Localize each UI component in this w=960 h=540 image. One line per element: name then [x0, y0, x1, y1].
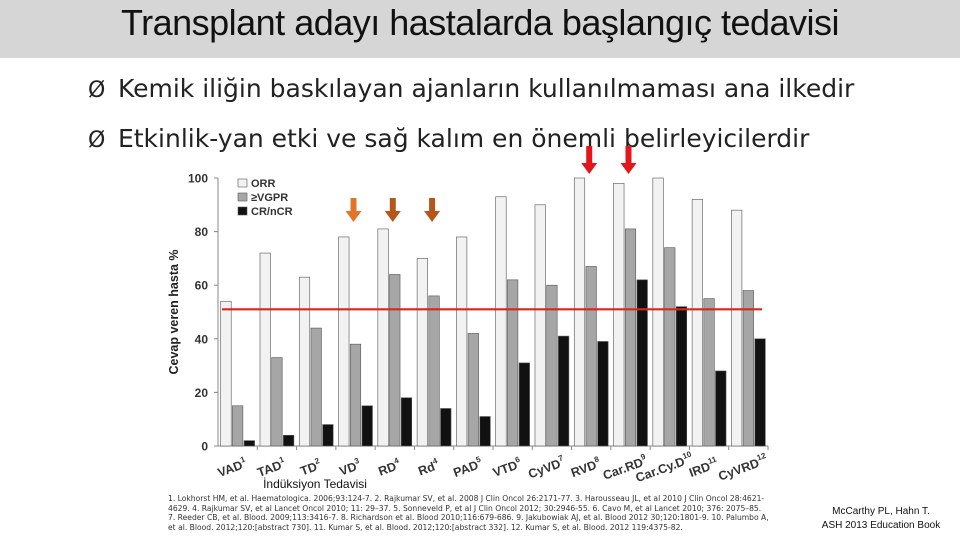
bar-crncr — [283, 434, 295, 447]
bullet-arrow-icon: Ø — [88, 128, 106, 153]
legend-label: ≥VGPR — [251, 192, 288, 204]
x-tick-label: Rd4 — [416, 456, 442, 478]
legend-swatch — [237, 206, 248, 216]
bar-orr — [613, 183, 625, 447]
y-tick-label: 100 — [188, 172, 208, 186]
bar-crncr — [322, 424, 334, 447]
x-tick-label: PAD5 — [451, 454, 485, 479]
legend-swatch — [237, 192, 248, 202]
credit-authors: McCarthy PL, Hahn T. — [832, 506, 930, 517]
bar-orr — [456, 236, 468, 447]
bar-vgpr — [310, 327, 322, 447]
credit-source: ASH 2013 Education Book — [821, 520, 941, 531]
reference-line-2: 4629. 4. Rajkumar SV, et al Lancet Oncol… — [168, 503, 762, 513]
bar-crncr — [597, 341, 609, 447]
highlight-arrow-icon — [620, 146, 637, 174]
bar-orr — [652, 177, 664, 447]
bar-crncr — [754, 338, 766, 447]
bar-orr — [338, 236, 350, 447]
x-tick-label: CyVRD12 — [716, 451, 770, 484]
bar-vgpr — [624, 228, 637, 447]
bar-vgpr — [467, 333, 479, 447]
slide-title: Transplant adayı hastalarda başlangıç te… — [120, 2, 840, 43]
bullet-1: Ø Kemik iliğin baskılayan ajanların kull… — [88, 74, 854, 103]
bar-orr — [691, 199, 703, 447]
highlight-arrow-icon — [345, 198, 362, 222]
bar-orr — [534, 204, 546, 447]
title-bar — [0, 0, 960, 58]
bar-vgpr — [664, 247, 676, 447]
y-tick-label: 20 — [195, 386, 209, 400]
bar-crncr — [361, 405, 373, 447]
bar-vgpr — [428, 295, 440, 447]
bar-vgpr — [546, 284, 558, 447]
y-tick-label: 0 — [201, 440, 208, 454]
bar-orr — [220, 300, 232, 447]
bar-orr — [377, 228, 389, 447]
bar-crncr — [558, 335, 570, 447]
x-tick-label: VAD1 — [215, 454, 249, 479]
x-tick-label: CyVD7 — [526, 453, 568, 481]
bar-vgpr — [389, 274, 401, 447]
bar-vgpr — [742, 290, 754, 447]
reference-line-4: et al. Blood. 2012;120:[abstract 730]. 1… — [168, 522, 683, 532]
x-tick-label: RVD8 — [568, 454, 603, 480]
y-axis-label: Cevap veren hasta % — [167, 249, 181, 374]
reference-line-3: 7. Reeder CB, et al. Blood. 2009;113:341… — [168, 513, 769, 523]
source-credit: McCarthy PL, Hahn T. ASH 2013 Education … — [806, 505, 956, 533]
bar-crncr — [400, 397, 413, 447]
bar-orr — [731, 209, 743, 447]
bar-orr — [573, 177, 586, 447]
bar-crncr — [715, 370, 727, 447]
bar-vgpr — [271, 357, 283, 447]
x-tick-label: RD4 — [376, 456, 403, 479]
legend-swatch — [237, 178, 248, 188]
bar-crncr — [243, 440, 255, 447]
bar-crncr — [636, 279, 648, 447]
bar-crncr — [440, 408, 452, 447]
x-tick-label: IRD11 — [687, 454, 721, 479]
bar-orr — [259, 252, 271, 447]
highlight-arrow-icon — [581, 146, 598, 174]
bullet-2: Ø Etkinlik-yan etki ve sağ kalım en önem… — [88, 124, 809, 153]
bar-crncr — [675, 306, 688, 447]
highlight-arrow-icon — [384, 198, 401, 222]
bar-orr — [298, 276, 311, 447]
bar-vgpr — [349, 343, 362, 447]
bullet-arrow-icon: Ø — [88, 78, 106, 103]
y-tick-label: 60 — [195, 279, 209, 293]
bar-crncr — [518, 362, 530, 447]
bar-vgpr — [585, 266, 597, 447]
x-axis-label: İndüksiyon Tedavisi — [263, 477, 367, 491]
y-tick-label: 80 — [195, 225, 209, 239]
bar-vgpr — [232, 405, 244, 447]
legend-label: ORR — [251, 178, 276, 190]
bar-orr — [416, 258, 428, 447]
bar-crncr — [479, 416, 491, 447]
y-tick-label: 40 — [195, 332, 209, 346]
x-tick-label: VTD6 — [490, 455, 524, 480]
bar-vgpr — [703, 298, 715, 447]
x-tick-label: VD3 — [337, 456, 363, 479]
highlight-arrow-icon — [424, 198, 441, 222]
legend-label: CR/nCR — [251, 206, 293, 218]
bar-orr — [495, 196, 507, 447]
bullet-2-text: Etkinlik-yan etki ve sağ kalım en önemli… — [117, 124, 810, 153]
reference-line-1: 1. Lokhorst HM, et al. Haematologica. 20… — [168, 494, 765, 503]
references: 1. Lokhorst HM, et al. Haematologica. 20… — [168, 494, 798, 532]
x-tick-label: TD2 — [298, 456, 324, 478]
bar-vgpr — [507, 279, 519, 447]
bullet-1-text: Kemik iliğin baskılayan ajanların kullan… — [117, 74, 855, 103]
